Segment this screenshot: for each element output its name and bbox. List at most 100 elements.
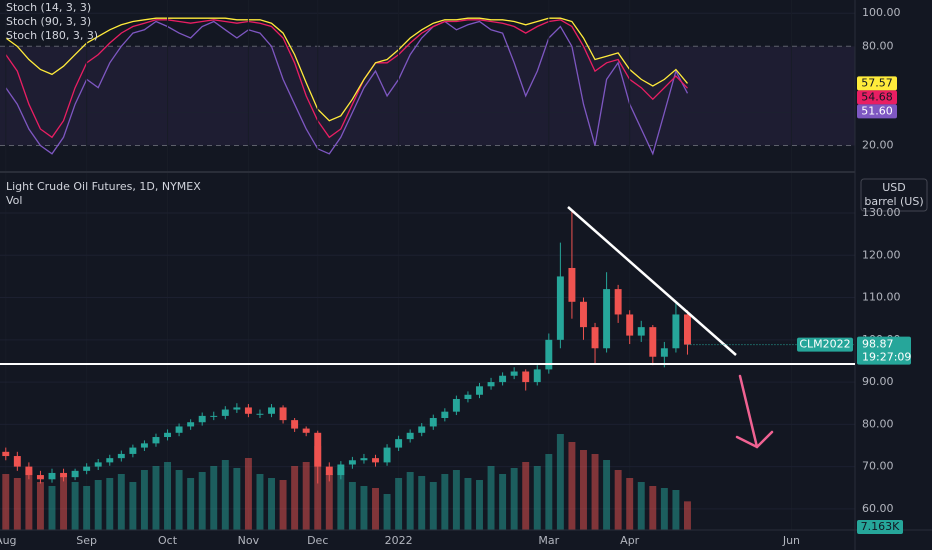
- x-tick-label: Apr: [620, 534, 640, 547]
- x-tick-label: Nov: [238, 534, 260, 547]
- price-pane: [0, 210, 855, 530]
- candle-body: [533, 369, 541, 383]
- volume-bar: [2, 474, 10, 530]
- candle-body: [568, 267, 576, 302]
- last-value-box: [857, 90, 897, 105]
- volume-bar: [649, 486, 657, 530]
- candle-body: [476, 386, 483, 395]
- candle-body: [649, 327, 657, 357]
- volume-bar: [302, 462, 310, 530]
- volume-bar: [360, 486, 368, 530]
- candle-body: [221, 409, 229, 416]
- x-tick-label: Sep: [76, 534, 97, 547]
- candle-body: [36, 475, 44, 480]
- volume-bar: [476, 480, 483, 530]
- volume-bar: [25, 470, 33, 530]
- volume-bar: [210, 466, 218, 530]
- last-value-label: 54.68: [861, 90, 893, 103]
- candle-body: [279, 407, 287, 421]
- volume-bar: [94, 480, 102, 530]
- volume-last-box: [857, 520, 903, 534]
- candle-body: [13, 456, 21, 467]
- candle-body: [244, 407, 252, 414]
- candle-body: [314, 432, 322, 467]
- volume-bar: [418, 476, 426, 530]
- volume-bar: [48, 486, 56, 530]
- candle-body: [418, 426, 426, 433]
- candle-body: [187, 422, 195, 427]
- volume-bar: [279, 480, 287, 530]
- volume-bar: [36, 482, 44, 530]
- down-arrow: [735, 374, 774, 449]
- volume-bar: [464, 478, 472, 530]
- volume-title: Vol: [6, 194, 22, 207]
- volume-bar: [244, 458, 252, 530]
- y-tick-label: 120.00: [862, 248, 901, 261]
- x-tick-label: Aug: [0, 534, 17, 547]
- y-tick-label: 20.00: [862, 139, 894, 152]
- volume-bar: [314, 446, 322, 530]
- candle-body: [452, 398, 460, 412]
- volume-bar: [187, 478, 195, 530]
- candle-body: [129, 447, 137, 454]
- volume-bar: [13, 478, 21, 530]
- last-value-label: 51.60: [861, 104, 893, 117]
- x-tick-label: Oct: [158, 534, 178, 547]
- candle-body: [302, 428, 310, 433]
- last-price-box: [857, 336, 911, 365]
- candle-body: [603, 289, 611, 349]
- volume-bar: [672, 490, 680, 530]
- candle-body: [164, 432, 171, 438]
- volume-bar: [568, 442, 576, 530]
- candle-body: [522, 371, 530, 383]
- candle-body: [210, 415, 218, 417]
- candle-body: [233, 407, 241, 410]
- volume-bar: [383, 494, 391, 530]
- candle-body: [94, 462, 102, 467]
- candle-body: [117, 453, 125, 459]
- chart-title: Light Crude Oil Futures, 1D, NYMEX: [6, 180, 201, 193]
- symbol-label: CLM2022: [799, 338, 850, 351]
- x-tick-label: 2022: [385, 534, 413, 547]
- trend-line: [567, 206, 737, 356]
- candle-body: [510, 371, 518, 376]
- volume-bar: [198, 472, 206, 530]
- x-tick-label: Dec: [307, 534, 328, 547]
- volume-bar: [325, 474, 333, 530]
- volume-bar: [117, 474, 125, 530]
- volume-bar: [372, 488, 379, 530]
- candle-body: [175, 426, 183, 433]
- arrow-shaft: [738, 374, 759, 449]
- stoch-pane: [0, 12, 855, 156]
- candle-body: [545, 339, 553, 370]
- candle-body: [464, 394, 472, 399]
- volume-bar: [233, 468, 241, 530]
- candle-body: [591, 327, 599, 349]
- volume-bar: [510, 468, 518, 530]
- y-tick-label: 70.00: [862, 460, 894, 473]
- stoch-line: [5, 20, 689, 156]
- candle-body: [395, 439, 403, 448]
- x-tick-label: Mar: [538, 534, 559, 547]
- volume-bar: [175, 470, 183, 530]
- countdown-label: 19:27:09: [862, 351, 911, 364]
- last-value-box: [857, 76, 897, 91]
- last-value-box: [857, 104, 897, 119]
- unit-box[interactable]: [860, 178, 928, 212]
- candle-body: [256, 413, 264, 415]
- volume-bar: [499, 474, 507, 530]
- candle-body: [672, 314, 680, 349]
- volume-bar: [556, 434, 564, 530]
- candle-body: [48, 472, 56, 480]
- volume-bar: [129, 482, 137, 530]
- legend-entry: Stoch (180, 3, 3): [6, 29, 98, 42]
- candle-body: [406, 432, 414, 440]
- legend-entry: Stoch (14, 3, 3): [6, 1, 91, 14]
- volume-bar: [60, 476, 68, 530]
- candle-body: [556, 276, 564, 340]
- volume-bar: [614, 470, 622, 530]
- volume-bar: [429, 482, 437, 530]
- volume-bar: [660, 488, 668, 530]
